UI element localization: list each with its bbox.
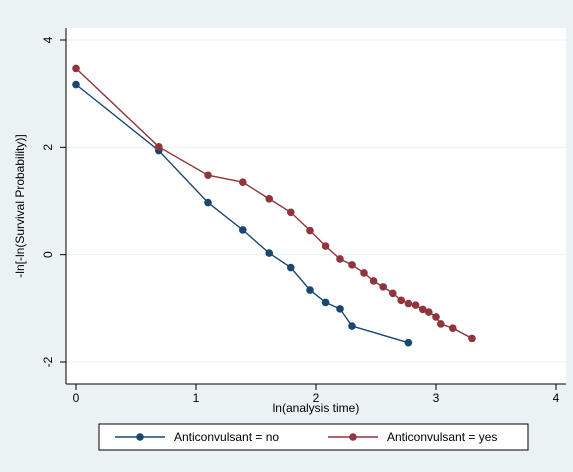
data-point	[425, 308, 433, 316]
data-point	[437, 320, 445, 328]
data-point	[265, 195, 274, 203]
y-tick-label: 0	[41, 251, 55, 258]
grid-layer	[66, 39, 566, 363]
data-point	[306, 286, 314, 294]
legend-label-yes: Anticonvulsant = yes	[387, 430, 497, 444]
y-tick-label: -2	[41, 356, 55, 367]
y-tick-label: 4	[41, 36, 55, 43]
data-point	[155, 142, 163, 151]
x-tick-label: 4	[553, 391, 560, 405]
data-point	[336, 305, 344, 313]
data-point	[411, 301, 420, 309]
data-point	[321, 242, 330, 250]
data-point	[348, 261, 356, 269]
data-point	[360, 269, 368, 277]
legend-label-no: Anticonvulsant = no	[174, 430, 279, 444]
plot-area-background	[66, 28, 566, 384]
data-point	[432, 313, 440, 321]
legend: Anticonvulsant = no Anticonvulsant = yes	[98, 423, 529, 451]
ticks-layer: -2 0 2 4 0 1 2 3 4	[41, 36, 560, 405]
data-point	[287, 208, 295, 217]
data-point	[306, 226, 314, 235]
data-point	[239, 178, 247, 187]
y-tick-label: 2	[41, 144, 55, 151]
data-point	[204, 198, 212, 207]
data-point	[468, 334, 476, 343]
x-tick-label: 0	[73, 391, 80, 405]
data-point	[72, 80, 80, 89]
data-point	[419, 305, 427, 314]
data-point	[239, 226, 247, 234]
data-point	[321, 298, 330, 307]
data-point	[204, 171, 212, 180]
x-tick-label: 1	[193, 391, 200, 405]
data-point	[397, 296, 406, 305]
legend-box	[98, 423, 529, 451]
legend-marker-no	[136, 433, 144, 441]
data-point	[265, 249, 274, 257]
data-point	[379, 283, 388, 291]
x-axis-title: ln(analysis time)	[273, 401, 360, 415]
legend-marker-yes	[349, 433, 357, 441]
data-point	[449, 324, 457, 332]
data-point	[404, 299, 413, 308]
data-point	[336, 255, 344, 263]
data-point	[287, 263, 295, 272]
data-point	[404, 338, 413, 347]
x-tick-label: 3	[433, 391, 440, 405]
data-point	[348, 322, 356, 330]
data-point	[389, 289, 397, 298]
y-axis-title: -ln[-ln(Survival Probability)]	[13, 134, 27, 277]
series-layer	[72, 64, 476, 347]
x-tick-label: 2	[313, 391, 320, 405]
data-point	[369, 277, 378, 285]
data-point	[72, 64, 80, 73]
